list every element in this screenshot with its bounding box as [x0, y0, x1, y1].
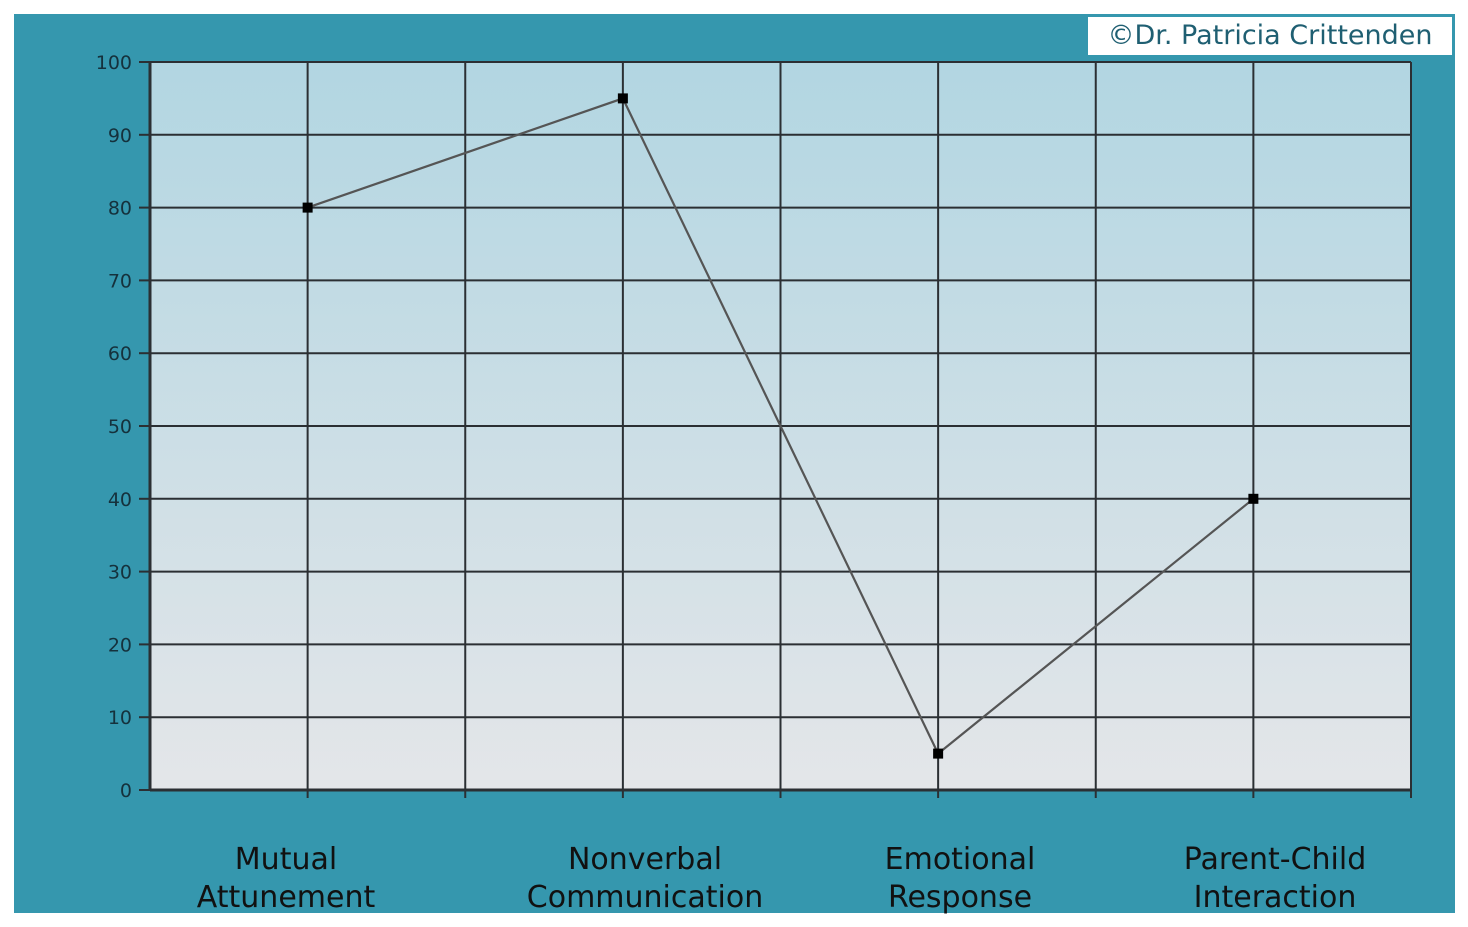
series — [302, 93, 1259, 759]
data-point — [1248, 493, 1259, 504]
data-point — [933, 748, 944, 759]
x-category-label: Parent-Child Interaction — [1184, 842, 1367, 915]
y-tick-label: 20 — [108, 634, 132, 656]
data-point — [617, 93, 628, 104]
y-tick-label: 70 — [108, 270, 132, 292]
copyright-watermark: ©Dr. Patricia Crittenden — [1088, 17, 1452, 55]
series-line — [307, 97, 1255, 756]
y-tick-label: 10 — [108, 707, 132, 729]
axes — [139, 61, 1411, 792]
x-category-labels: Mutual Attunement Nonverbal Communication Em… — [197, 842, 1367, 915]
y-tick-label: 50 — [108, 416, 132, 438]
y-tick-labels: 0 10 20 30 40 50 60 70 80 90 100 — [96, 52, 132, 802]
x-category-label: Mutual Attunement — [197, 842, 376, 915]
y-tick-label: 0 — [120, 780, 132, 802]
y-tick-label: 90 — [108, 125, 132, 147]
x-category-label: Emotional Response — [885, 842, 1036, 915]
y-tick-label: 30 — [108, 562, 132, 584]
grid — [150, 61, 1412, 798]
data-point — [302, 202, 313, 213]
y-tick-label: 40 — [108, 489, 132, 511]
y-tick-label: 80 — [108, 198, 132, 220]
y-tick-label: 60 — [108, 343, 132, 365]
y-tick-label: 100 — [96, 52, 132, 74]
x-category-label: Nonverbal Communication — [527, 842, 763, 915]
